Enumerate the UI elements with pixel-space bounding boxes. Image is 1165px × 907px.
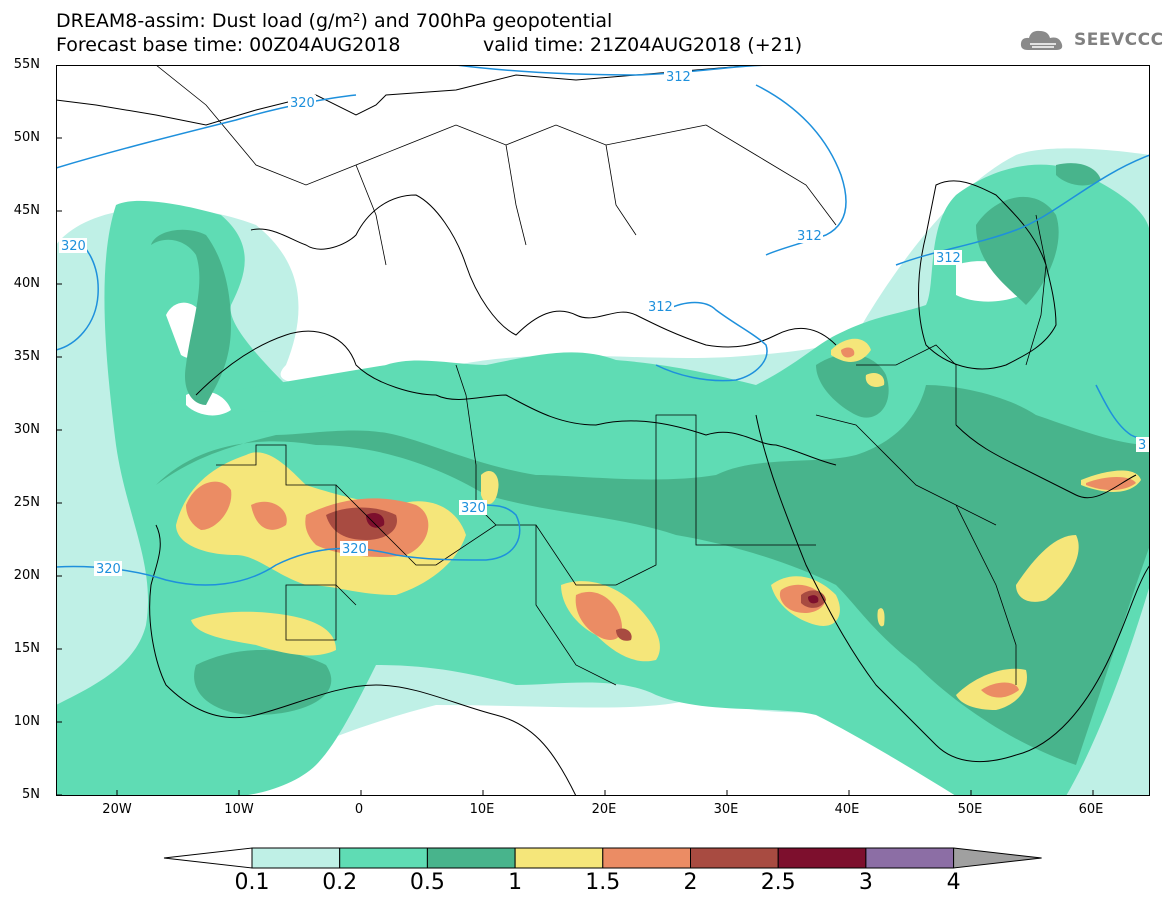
colorbar-over-triangle [953, 847, 1042, 869]
contour-label: 320 [342, 542, 367, 557]
colorbar-box [426, 847, 516, 869]
axis-ticks [56, 65, 1094, 796]
colorbar-under-triangle [163, 847, 253, 869]
dust-level-2.5 [366, 513, 819, 604]
colorbar-box [690, 847, 779, 869]
colorbar-label: 0.2 [322, 870, 358, 895]
lat-label: 25N [13, 495, 40, 510]
lat-label: 40N [13, 276, 40, 291]
colorbar-label: 0.5 [409, 870, 445, 895]
lon-label: 60E [1078, 802, 1104, 817]
contour-label: 320 [461, 501, 486, 516]
lon-label: 20W [102, 802, 132, 817]
dust-load-map: 320 320 320 320 320 312 312 312 312 3 [56, 65, 1150, 796]
colorbar-label: 1 [508, 870, 523, 895]
colorbar [163, 847, 1042, 869]
map-title: DREAM8-assim: Dust load (g/m²) and 700hP… [56, 10, 613, 32]
lat-label: 30N [13, 422, 40, 437]
lat-label: 35N [13, 349, 40, 364]
cloud-icon [1020, 30, 1063, 50]
colorbar-box [777, 847, 867, 869]
country-borders [155, 65, 1047, 686]
contour-label: 3 [1138, 438, 1146, 453]
coastlines [56, 65, 1150, 796]
colorbar-label: 2 [683, 870, 698, 895]
colorbar-label: 0.1 [234, 870, 270, 895]
map-frame [56, 65, 1150, 796]
contour-label: 312 [936, 251, 961, 266]
colorbar-box [602, 847, 691, 869]
valid-time: valid time: 21Z04AUG2018 (+21) [483, 34, 803, 56]
lat-label: 55N [13, 57, 40, 72]
colorbar-label: 2.5 [760, 870, 796, 895]
lat-label: 10N [13, 714, 40, 729]
logo-text: SEEVCCC [1074, 30, 1164, 50]
lat-label: 45N [13, 203, 40, 218]
colorbar-box [865, 847, 955, 869]
lon-label: 0 [354, 802, 364, 817]
contour-label: 320 [61, 239, 86, 254]
contour-label: 312 [797, 229, 822, 244]
lon-label: 30E [713, 802, 739, 817]
contour-label: 320 [96, 562, 121, 577]
lat-label: 50N [13, 130, 40, 145]
contour-labels: 320 320 320 320 320 312 312 312 312 3 [59, 69, 1150, 577]
colorbar-label: 4 [946, 870, 961, 895]
lon-label: 40E [834, 802, 860, 817]
lat-label: 20N [13, 568, 40, 583]
lon-label: 10W [224, 802, 254, 817]
colorbar-box [514, 847, 604, 869]
lon-label: 20E [591, 802, 617, 817]
colorbar-box [339, 847, 428, 869]
lat-label: 5N [22, 787, 40, 802]
lon-label: 10E [469, 802, 495, 817]
forecast-base-time: Forecast base time: 00Z04AUG2018 [56, 34, 401, 56]
geopotential-contours [56, 65, 1150, 586]
colorbar-label: 1.5 [585, 870, 621, 895]
contour-label: 312 [666, 70, 691, 85]
lat-label: 15N [13, 641, 40, 656]
lon-label: 50E [957, 802, 983, 817]
seevccc-logo: SEEVCCC [1018, 26, 1164, 54]
colorbar-label: 3 [858, 870, 873, 895]
contour-label: 320 [290, 96, 315, 111]
colorbar-box [251, 847, 341, 869]
contour-label: 312 [648, 300, 673, 315]
